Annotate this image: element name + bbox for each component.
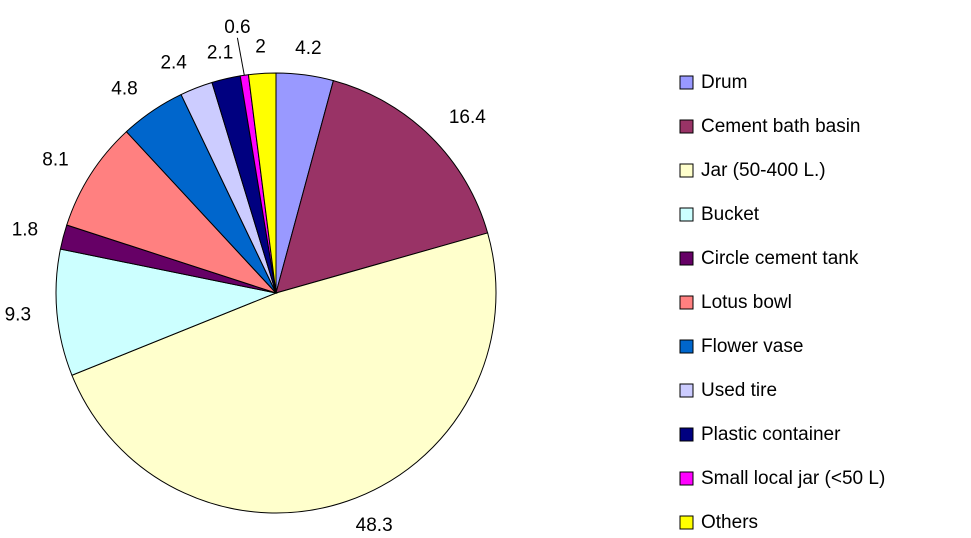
data-label: 48.3: [356, 515, 393, 536]
legend-swatch: [679, 295, 694, 310]
legend-swatch: [679, 163, 694, 178]
legend-label: Circle cement tank: [701, 248, 859, 269]
pie-slice: [66, 130, 278, 295]
data-label: 2: [255, 37, 266, 58]
legend-label: Drum: [701, 72, 747, 93]
legend-label: Used tire: [701, 380, 777, 401]
pie-slice: [275, 80, 489, 294]
legend-label: Jar (50-400 L.): [701, 160, 826, 181]
legend-label: Plastic container: [701, 424, 841, 445]
data-label: 4.8: [111, 79, 137, 100]
data-label: 0.6: [224, 17, 250, 38]
legend-label: Others: [701, 512, 758, 533]
legend-label: Cement bath basin: [701, 116, 861, 137]
data-label: 4.2: [295, 38, 321, 59]
legend-label: Lotus bowl: [701, 292, 792, 313]
data-label: 16.4: [449, 107, 486, 128]
pie-slice: [55, 248, 278, 376]
legend-swatch: [679, 207, 694, 222]
data-label: 2.1: [207, 42, 233, 63]
leader-line: [236, 37, 245, 76]
data-label: 1.8: [12, 219, 38, 240]
data-label: 9.3: [5, 304, 31, 325]
data-label: 8.1: [42, 150, 68, 171]
pie-slice: [247, 72, 277, 294]
legend-swatch: [679, 383, 694, 398]
legend-label: Small local jar (<50 L): [701, 468, 885, 489]
legend-swatch: [679, 471, 694, 486]
legend-swatch: [679, 119, 694, 134]
data-label: 2.4: [160, 53, 187, 74]
legend-label: Flower vase: [701, 336, 803, 357]
legend-swatch: [679, 339, 694, 354]
pie-slice: [71, 232, 497, 514]
legend-label: Bucket: [701, 204, 760, 225]
legend-swatch: [679, 251, 694, 266]
legend-swatch: [679, 515, 694, 530]
legend-swatch: [679, 427, 694, 442]
legend-swatch: [679, 75, 694, 90]
